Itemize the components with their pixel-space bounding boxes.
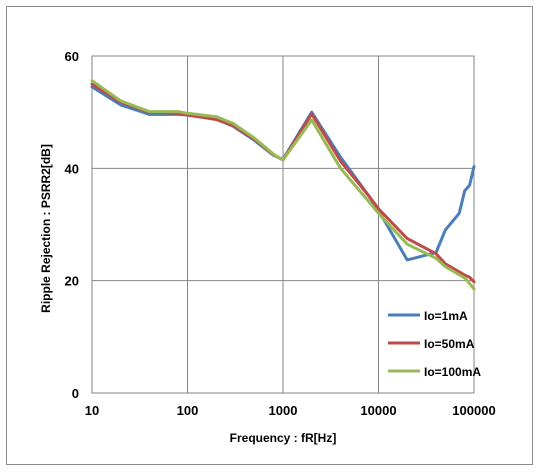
y-axis-title: Ripple Rejection : PSRR2[dB] [39, 144, 53, 313]
x-tick-label: 100 [177, 403, 199, 418]
tick-labels: 0 20 40 60 10 100 1000 10000 100000 [65, 49, 496, 418]
y-tick-label: 0 [72, 386, 79, 401]
legend-label: Io=50mA [424, 337, 475, 351]
y-tick-label: 60 [65, 49, 79, 64]
x-tick-label: 100000 [452, 403, 495, 418]
series-line-io-50ma [90, 82, 476, 284]
legend-label: Io=100mA [424, 365, 481, 379]
x-tick-label: 10 [85, 403, 99, 418]
y-tick-label: 40 [65, 161, 79, 176]
series-line-io-100ma [90, 79, 476, 291]
grid [91, 55, 475, 394]
x-tick-label: 10000 [360, 403, 396, 418]
y-tick-label: 20 [65, 274, 79, 289]
x-axis-title: Frequency : fR[Hz] [230, 431, 337, 445]
plot-area-border [91, 55, 475, 394]
x-tick-label: 1000 [269, 403, 298, 418]
legend: Io=1mA Io=50mA Io=100mA [388, 309, 481, 379]
legend-label: Io=1mA [424, 309, 468, 323]
series-lines [90, 79, 476, 291]
